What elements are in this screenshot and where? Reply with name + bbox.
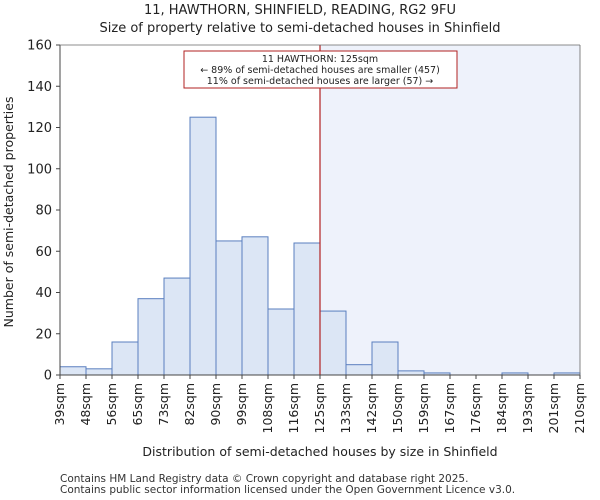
bar-108sqm (267, 308, 295, 376)
y-tick-label-20: 20 (35, 327, 52, 342)
x-tick-label-65sqm: 65sqm (130, 383, 145, 426)
x-tick-label-176sqm: 176sqm (468, 383, 483, 433)
y-tick-label-40: 40 (35, 286, 52, 301)
bar-99sqm (241, 236, 269, 376)
y-tick-label-0: 0 (44, 369, 52, 384)
x-tick-label-125sqm: 125sqm (312, 383, 327, 433)
bar-150sqm (397, 370, 425, 376)
bar-133sqm (345, 364, 373, 376)
annotation-line-3: 11% of semi-detached houses are larger (… (207, 76, 434, 87)
y-tick-label-120: 120 (27, 121, 52, 136)
x-tick-label-108sqm: 108sqm (260, 383, 275, 433)
bar-90sqm (215, 240, 243, 376)
x-tick-label-99sqm: 99sqm (234, 383, 249, 426)
x-tick-label-193sqm: 193sqm (520, 383, 535, 433)
y-tick-label-160: 160 (27, 39, 52, 54)
bars-group (59, 116, 581, 376)
annotation-frame (183, 50, 458, 89)
x-tick-label-56sqm: 56sqm (104, 383, 119, 426)
footer-line-2: Contains public sector information licen… (60, 484, 516, 496)
bar-65sqm (137, 298, 165, 376)
y-tick-label-140: 140 (27, 80, 52, 95)
x-tick-label-201sqm: 201sqm (546, 383, 561, 433)
x-tick-label-133sqm: 133sqm (338, 383, 353, 433)
x-tick-label-167sqm: 167sqm (442, 383, 457, 433)
x-tick-label-142sqm: 142sqm (364, 383, 379, 433)
bar-73sqm (163, 277, 191, 376)
bar-39sqm (59, 366, 87, 376)
y-ticks-group: 0 20 40 60 80 100 120 140 160 (27, 39, 60, 384)
chart-subtitle: Size of property relative to semi-detach… (99, 21, 501, 36)
y-axis-label: Number of semi-detached properties (1, 97, 16, 328)
x-tick-label-82sqm: 82sqm (182, 383, 197, 426)
y-tick-label-60: 60 (35, 245, 52, 260)
bar-125sqm (319, 310, 347, 376)
chart-title: 11, HAWTHORN, SHINFIELD, READING, RG2 9F… (143, 3, 457, 18)
x-tick-label-73sqm: 73sqm (156, 383, 171, 426)
x-tick-label-159sqm: 159sqm (416, 383, 431, 433)
y-tick-label-100: 100 (27, 162, 52, 177)
x-tick-label-184sqm: 184sqm (494, 383, 509, 433)
x-tick-label-48sqm: 48sqm (78, 383, 93, 426)
x-ticks-group: 39sqm 48sqm 56sqm 65sqm 73sqm 82sqm 90sqm 99sqm… (52, 375, 587, 433)
x-tick-label-39sqm: 39sqm (52, 383, 67, 426)
annotation-line-1: 11 HAWTHORN: 125sqm (262, 54, 378, 65)
annotation-box: 11 HAWTHORN: 125sqm ← 89% of semi-detach… (183, 50, 458, 89)
bar-82sqm (189, 116, 217, 376)
larger-region-highlight (320, 45, 580, 375)
y-tick-label-80: 80 (35, 204, 52, 219)
x-axis-label: Distribution of semi-detached houses by … (142, 444, 497, 459)
footer-line-1: Contains HM Land Registry data © Crown c… (60, 473, 469, 485)
histogram-chart: 0 20 40 60 80 100 120 140 160 39sqm 48sqm 56sqm 65s… (1, 39, 587, 460)
x-tick-label-210sqm: 210sqm (572, 383, 587, 433)
x-tick-label-150sqm: 150sqm (390, 383, 405, 433)
annotation-line-2: ← 89% of semi-detached houses are smalle… (200, 65, 440, 76)
x-tick-label-116sqm: 116sqm (286, 383, 301, 433)
x-tick-label-90sqm: 90sqm (208, 383, 223, 426)
bar-56sqm (111, 341, 139, 376)
bar-116sqm (293, 242, 321, 376)
bar-142sqm (371, 341, 399, 376)
bar-48sqm (85, 368, 113, 376)
